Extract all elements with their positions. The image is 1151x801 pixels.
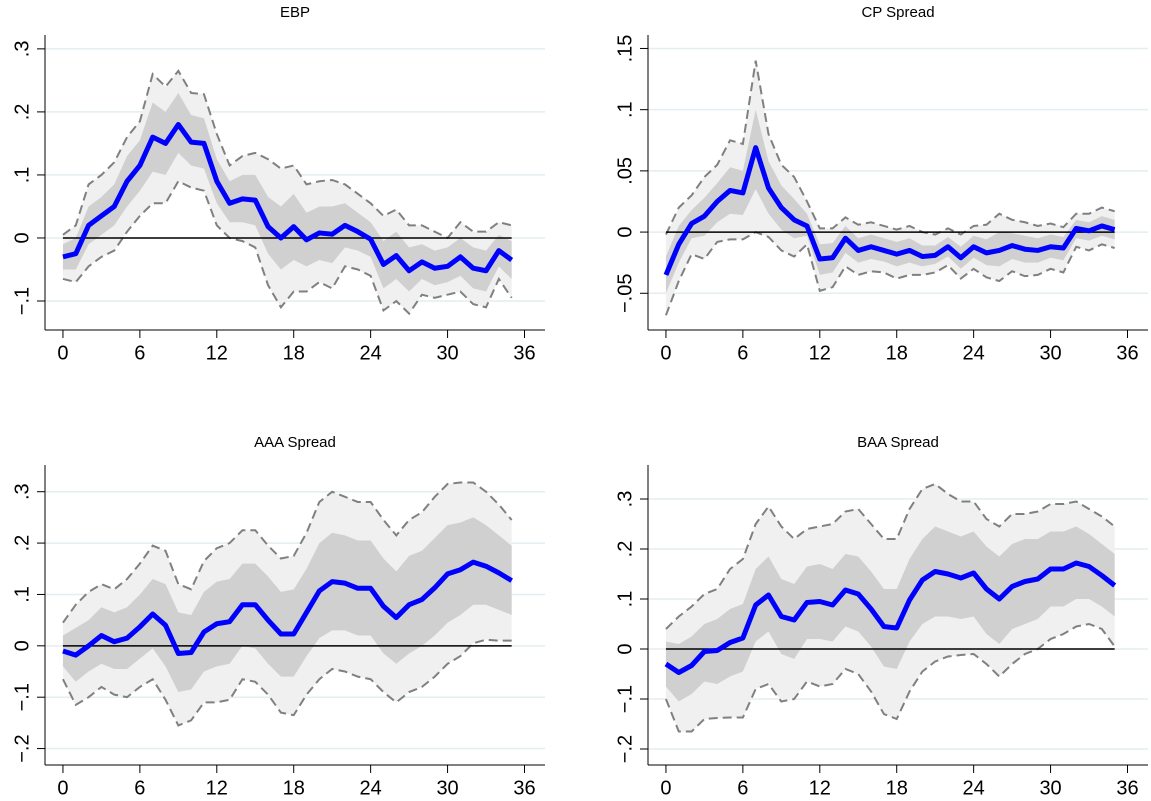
y-tick-label: .05 bbox=[614, 157, 636, 185]
x-tick-label: 36 bbox=[1116, 777, 1138, 799]
x-tick-label: 6 bbox=[737, 342, 748, 364]
y-tick-label: .3 bbox=[11, 41, 33, 58]
band-edge bbox=[665, 60, 1115, 236]
x-tick-label: 12 bbox=[809, 777, 831, 799]
x-tick-label: 0 bbox=[660, 777, 671, 799]
y-tick-label: .1 bbox=[614, 591, 636, 608]
line bbox=[663, 145, 1116, 276]
line bbox=[62, 122, 514, 274]
x-tick-label: 0 bbox=[660, 342, 671, 364]
y-tick-label: −.1 bbox=[614, 685, 636, 713]
line bbox=[664, 560, 1117, 675]
x-tick-label: 12 bbox=[206, 777, 228, 799]
x-tick-label: 24 bbox=[963, 777, 985, 799]
panel-title: BAA Spread bbox=[857, 434, 939, 451]
x-tick-label: 24 bbox=[360, 777, 382, 799]
band-edge bbox=[62, 481, 513, 624]
y-tick-label: 0 bbox=[11, 640, 33, 651]
x-tick-label: 0 bbox=[57, 342, 68, 364]
y-tick-label: 0 bbox=[11, 232, 33, 243]
x-tick-label: 12 bbox=[206, 342, 228, 364]
band bbox=[665, 526, 1115, 702]
y-tick-label: 0 bbox=[614, 227, 636, 238]
y-tick-label: .2 bbox=[11, 535, 33, 552]
x-tick-label: 18 bbox=[886, 777, 908, 799]
x-tick-label: 12 bbox=[809, 342, 831, 364]
band-edge bbox=[665, 482, 1116, 630]
x-tick-label: 18 bbox=[283, 777, 305, 799]
band-edge bbox=[62, 638, 512, 727]
x-tick-label: 30 bbox=[436, 777, 458, 799]
y-tick-label: .15 bbox=[614, 35, 636, 63]
y-tick-label: .3 bbox=[11, 483, 33, 500]
y-tick-label: .1 bbox=[614, 101, 636, 118]
x-tick-label: 36 bbox=[513, 777, 535, 799]
y-tick-label: −.1 bbox=[11, 287, 33, 315]
y-tick-label: −.05 bbox=[614, 274, 636, 313]
y-tick-label: .3 bbox=[614, 491, 636, 508]
band bbox=[62, 92, 512, 292]
x-tick-label: 30 bbox=[1039, 342, 1061, 364]
x-tick-label: 6 bbox=[737, 777, 748, 799]
x-tick-label: 24 bbox=[360, 342, 382, 364]
y-tick-label: .1 bbox=[11, 586, 33, 603]
y-tick-label: .2 bbox=[11, 104, 33, 121]
band-edge bbox=[62, 69, 512, 240]
band-edge bbox=[665, 230, 1115, 316]
x-tick-label: 6 bbox=[134, 777, 145, 799]
band-edge bbox=[665, 622, 1116, 733]
x-tick-label: 36 bbox=[513, 342, 535, 364]
y-tick-label: 0 bbox=[614, 643, 636, 654]
x-tick-label: 18 bbox=[283, 342, 305, 364]
x-tick-label: 0 bbox=[57, 777, 68, 799]
y-tick-label: −.2 bbox=[11, 734, 33, 762]
y-tick-label: .2 bbox=[614, 541, 636, 558]
panel-title: EBP bbox=[280, 4, 310, 21]
x-tick-label: 30 bbox=[436, 342, 458, 364]
y-tick-label: −.1 bbox=[11, 683, 33, 711]
x-tick-label: 30 bbox=[1039, 777, 1061, 799]
panel-title: AAA Spread bbox=[254, 434, 336, 451]
x-tick-label: 36 bbox=[1116, 342, 1138, 364]
x-tick-label: 6 bbox=[134, 342, 145, 364]
y-tick-label: .1 bbox=[11, 167, 33, 184]
line bbox=[62, 559, 513, 658]
panel-title: CP Spread bbox=[861, 4, 934, 21]
y-tick-label: −.2 bbox=[614, 735, 636, 763]
band-edge bbox=[62, 179, 513, 316]
x-tick-label: 18 bbox=[886, 342, 908, 364]
x-tick-label: 24 bbox=[963, 342, 985, 364]
